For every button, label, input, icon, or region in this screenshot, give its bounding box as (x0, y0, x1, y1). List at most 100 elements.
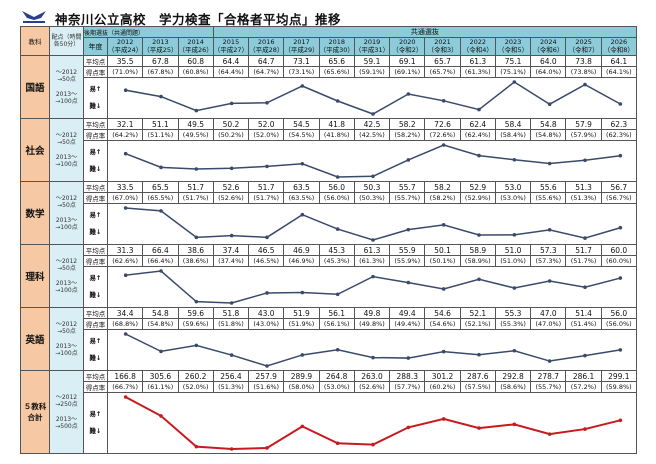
avg-score: 49.8 (353, 307, 391, 319)
avg-score: 49.5 (177, 118, 214, 130)
score-rate: (55.9%) (389, 255, 426, 267)
year-label: 年度 (83, 37, 108, 56)
data-point (512, 157, 517, 162)
data-point (159, 209, 163, 213)
avg-score: 64.4 (212, 55, 250, 67)
data-point (371, 355, 375, 360)
hard-label: 難↓ (89, 102, 102, 110)
data-point (300, 84, 305, 88)
data-point (406, 356, 411, 360)
score-rate: (47.0%) (530, 318, 567, 330)
score-rate: (55.7%) (530, 381, 567, 393)
avg-score: 51.7 (248, 181, 285, 193)
trend-line (125, 144, 621, 178)
score-rate: (64.4%) (212, 66, 250, 78)
data-point (194, 108, 199, 113)
data-point (194, 444, 199, 449)
rate-label: 得点率 (83, 66, 108, 78)
data-point (194, 299, 199, 304)
year-header: 2019 （平成31） (353, 37, 391, 56)
era: （令和6） (533, 45, 564, 54)
score-rate: (54.5%) (283, 129, 320, 141)
avg-score: 52.1 (459, 307, 496, 319)
avg-score: 51.9 (283, 307, 320, 319)
subject-name: ５教科合計 (20, 370, 50, 454)
data-point (123, 273, 128, 277)
data-point (583, 285, 587, 290)
data-point (618, 153, 623, 158)
avg-score: 55.7 (389, 181, 426, 193)
score-rate: (62.4%) (459, 129, 496, 141)
data-point (441, 99, 446, 103)
trend-svg (123, 80, 623, 116)
hard-label: 難↓ (89, 291, 102, 299)
data-point (583, 158, 587, 163)
trend-chart (107, 203, 637, 245)
trend-chart (107, 140, 637, 182)
avg-score: 301.2 (424, 370, 461, 382)
year-header: 2023 （令和5） (494, 37, 532, 56)
avg-score: 72.6 (424, 118, 461, 130)
year: 2017 (293, 38, 310, 47)
trend-svg (123, 143, 623, 179)
data-point (618, 276, 623, 280)
score-rate: (51.0%) (494, 255, 532, 267)
score-rate: (65.5%) (142, 192, 179, 204)
avg-score: 75.1 (494, 55, 532, 67)
easy-label: 易↑ (89, 211, 102, 219)
avg-score: 61.3 (353, 244, 391, 256)
score-rate: (68.8%) (106, 318, 144, 330)
era: （平成26） (178, 45, 213, 54)
avg-score: 263.0 (353, 370, 391, 382)
avg-score: 50.3 (353, 181, 391, 193)
score-rate: (62.6%) (106, 255, 144, 267)
points-info: ～2012 →50点 2013～ →100点 (49, 118, 84, 182)
avg-score: 59.1 (353, 55, 391, 67)
points-before: ～2012 →50点 (55, 320, 78, 335)
trend-svg (123, 206, 623, 242)
easy-label: 易↑ (89, 410, 102, 418)
score-rate: (43.0%) (248, 318, 285, 330)
avg-score: 73.1 (283, 55, 320, 67)
avg-score: 51.3 (565, 181, 602, 193)
score-rate: (57.3%) (530, 255, 567, 267)
data-point (583, 82, 587, 87)
avg-score: 54.8 (530, 118, 567, 130)
era: （平成30） (319, 45, 354, 54)
points-info: ～2012 →50点 2013～ →100点 (49, 244, 84, 308)
rate-label: 得点率 (83, 129, 108, 141)
score-rate: (65.7%) (424, 66, 461, 78)
points-after: 2013～ →100点 (55, 343, 78, 358)
year-header: 2013 （平成25） (142, 37, 179, 56)
trend-svg (123, 395, 623, 451)
avg-score: 33.5 (106, 181, 144, 193)
data-point (441, 287, 446, 291)
data-point (159, 414, 163, 418)
points-after: 2013～ →100点 (55, 280, 78, 295)
score-rate: (57.9%) (565, 129, 602, 141)
score-rate: (54.6%) (424, 318, 461, 330)
data-point (229, 166, 234, 171)
avg-score: 65.6 (318, 55, 355, 67)
avg-score: 43.0 (248, 307, 285, 319)
score-rate: (49.8%) (353, 318, 391, 330)
points-after: 2013～ →100点 (55, 217, 78, 232)
data-point (159, 349, 163, 354)
data-point (441, 417, 446, 421)
easy-label: 易↑ (89, 85, 102, 93)
score-rate: (58.6%) (494, 381, 532, 393)
data-point (547, 279, 552, 283)
data-point (547, 359, 552, 363)
avg-score: 166.8 (106, 370, 144, 382)
data-point (265, 446, 269, 450)
avg-score: 58.2 (389, 118, 426, 130)
hard-label: 難↓ (89, 427, 102, 435)
score-rate: (49.5%) (177, 129, 214, 141)
year-header: 2022 （令和4） (459, 37, 496, 56)
data-point (229, 353, 234, 357)
year: 2018 (328, 38, 345, 47)
year-header: 2012 （平成24） (106, 37, 144, 56)
score-rate: (62.3%) (600, 129, 638, 141)
rate-label: 得点率 (83, 381, 108, 393)
score-rate: (41.8%) (318, 129, 355, 141)
